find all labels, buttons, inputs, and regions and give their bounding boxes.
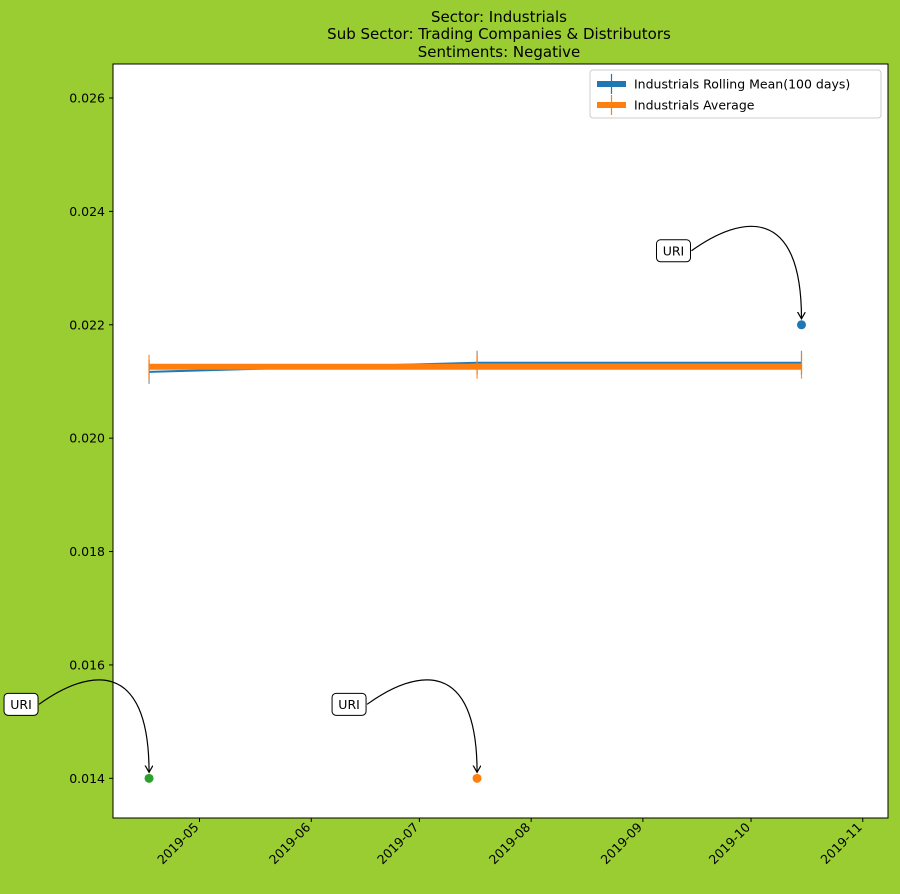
chart-title: Sector: Industrials Sub Sector: Trading …	[327, 8, 671, 61]
annotation-box	[655, 239, 691, 263]
annotation-box	[3, 692, 39, 716]
y-tick-label: 0.016	[69, 657, 105, 672]
points-layer	[144, 320, 806, 783]
annotation-label: URI	[663, 243, 685, 258]
title-line-3: Sentiments: Negative	[418, 43, 581, 61]
x-tick-label: 2019-07	[374, 820, 422, 868]
legend-label: Industrials Average	[634, 98, 755, 113]
title-line-1: Sector: Industrials	[431, 8, 567, 26]
y-tick-label: 0.026	[69, 91, 105, 106]
x-tick-label: 2019-10	[706, 819, 754, 867]
plot-frame	[112, 63, 889, 819]
y-tick-label: 0.020	[69, 431, 105, 446]
y-tick-label: 0.022	[69, 317, 105, 332]
y-tick-label: 0.018	[69, 544, 105, 559]
x-axis: 2019-05 2019-06 2019-07 2019-08 2019-09 2019-…	[154, 818, 865, 867]
x-tick-label: 2019-08	[486, 819, 534, 867]
title-line-2: Sub Sector: Trading Companies & Distribu…	[327, 25, 671, 43]
data-point	[796, 320, 806, 330]
plot-area	[113, 64, 888, 818]
annotation-label: URI	[338, 697, 360, 712]
y-axis: 0.014 0.016 0.018 0.020 0.022 0.024 0.026	[69, 91, 113, 786]
legend-entries: Industrials Rolling Mean(100 days) Indust…	[597, 74, 850, 115]
legend: Industrials Rolling Mean(100 days) Indust…	[589, 69, 882, 119]
annotation-arrow	[366, 679, 477, 772]
x-tick-label: 2019-06	[266, 819, 314, 867]
legend-label: Industrials Rolling Mean(100 days)	[634, 77, 850, 92]
annotation-layer: URI URI URI	[3, 225, 801, 772]
x-tick-label: 2019-09	[597, 819, 645, 867]
x-tick-label: 2019-05	[154, 820, 202, 868]
legend-box	[589, 69, 882, 119]
series-layer	[148, 350, 803, 384]
x-tick-label: 2019-11	[817, 820, 865, 868]
y-tick-label: 0.014	[69, 771, 105, 786]
y-tick-label: 0.024	[69, 204, 105, 219]
annotation-box	[331, 692, 367, 716]
data-point	[144, 773, 154, 783]
annotation-arrow	[691, 225, 801, 318]
data-point	[472, 773, 482, 783]
annotation-label: URI	[10, 697, 32, 712]
